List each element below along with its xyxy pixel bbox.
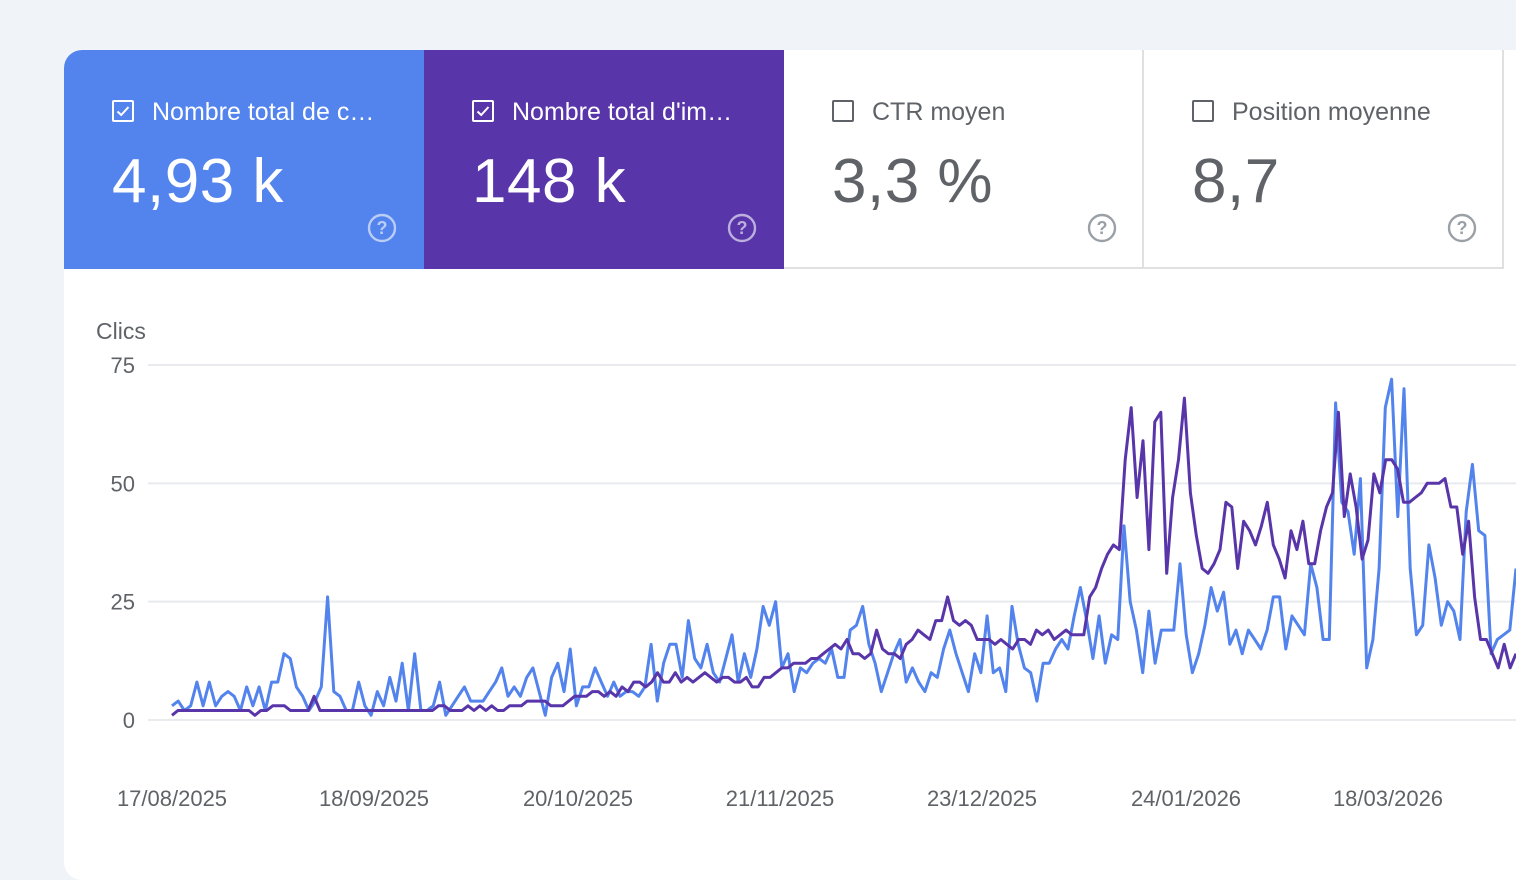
checkbox-icon[interactable] <box>472 100 494 122</box>
series-lines <box>171 377 1516 717</box>
metric-tile-position[interactable]: Position moyenne 8,7 ? <box>1144 50 1504 269</box>
metric-value: 3,3 % <box>832 147 994 216</box>
metric-tile-impressions[interactable]: Nombre total d'im… 148 k ? <box>424 50 784 269</box>
metric-tiles: Nombre total de c… 4,93 k ? Nombre total… <box>64 50 1516 269</box>
y-tick-label: 25 <box>111 590 135 615</box>
y-tick-label: 50 <box>111 471 135 496</box>
help-circle-icon[interactable]: ? <box>1446 212 1478 244</box>
x-tick-label: 18/03/2026 <box>1333 786 1443 811</box>
help-circle-icon[interactable]: ? <box>726 212 758 244</box>
impressions-series-line <box>171 396 1516 717</box>
svg-text:?: ? <box>377 218 388 238</box>
y-ticks: 75 50 25 0 <box>111 353 135 733</box>
clicks-impressions-chart: Clics 75 50 25 0 17/08/2025 18/09/2025 20/10/… <box>96 318 1516 811</box>
checkbox-icon[interactable] <box>832 100 854 122</box>
svg-text:?: ? <box>1457 218 1468 238</box>
checkbox-icon[interactable] <box>1192 100 1214 122</box>
metric-tile-clicks[interactable]: Nombre total de c… 4,93 k ? <box>64 50 424 269</box>
x-tick-label: 23/12/2025 <box>927 786 1037 811</box>
x-tick-label: 24/01/2026 <box>1131 786 1241 811</box>
performance-card: Nombre total de c… 4,93 k ? Nombre total… <box>64 50 1516 880</box>
gridlines <box>148 364 1516 721</box>
help-circle-icon[interactable]: ? <box>1086 212 1118 244</box>
x-tick-label: 20/10/2025 <box>523 786 633 811</box>
x-ticks: 17/08/2025 18/09/2025 20/10/2025 21/11/2025… <box>117 786 1443 811</box>
x-tick-label: 18/09/2025 <box>319 786 429 811</box>
help-circle-icon[interactable]: ? <box>366 212 398 244</box>
x-tick-label: 21/11/2025 <box>726 786 834 811</box>
clicks-series-line <box>171 377 1516 717</box>
y-tick-label: 0 <box>123 708 135 733</box>
metric-value: 148 k <box>472 147 627 216</box>
x-tick-label: 17/08/2025 <box>117 786 227 811</box>
y-axis-label: Clics <box>96 318 146 344</box>
svg-text:?: ? <box>1097 218 1108 238</box>
y-tick-label: 75 <box>111 353 135 378</box>
metric-value: 4,93 k <box>112 147 284 216</box>
checkbox-icon[interactable] <box>112 100 134 122</box>
svg-text:?: ? <box>737 218 748 238</box>
metric-value: 8,7 <box>1192 147 1280 216</box>
metric-tile-ctr[interactable]: CTR moyen 3,3 % ? <box>784 50 1144 269</box>
